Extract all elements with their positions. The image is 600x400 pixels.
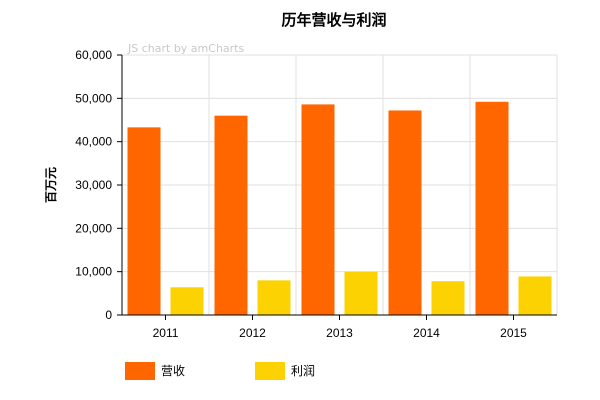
bar-营收-2014 xyxy=(388,110,422,315)
bars xyxy=(127,101,552,316)
x-tick-label: 2012 xyxy=(239,326,266,340)
y-axis-ticks: 0 10,000 20,000 30,000 40,000 50,000 60,000 xyxy=(75,48,122,322)
chart-watermark: JS chart by amCharts xyxy=(127,42,244,55)
legend: 营收 利润 xyxy=(125,362,315,380)
y-tick-label: 20,000 xyxy=(75,221,112,235)
bar-利润-2013 xyxy=(344,271,378,315)
legend-swatch xyxy=(125,362,155,380)
bar-利润-2011 xyxy=(170,287,204,315)
bar-营收-2015 xyxy=(475,101,509,315)
y-tick-label: 10,000 xyxy=(75,265,112,279)
legend-label: 利润 xyxy=(291,364,315,378)
bar-利润-2012 xyxy=(257,280,291,315)
y-tick-label: 0 xyxy=(105,308,112,322)
grid-lines xyxy=(122,54,558,315)
legend-swatch xyxy=(255,362,285,380)
bar-营收-2011 xyxy=(127,127,161,315)
legend-label: 营收 xyxy=(161,364,185,378)
x-tick-label: 2011 xyxy=(153,326,179,340)
chart-title: 历年营收与利润 xyxy=(281,11,386,29)
bar-利润-2014 xyxy=(431,281,465,315)
y-axis-label: 百万元 xyxy=(44,167,58,203)
bar-营收-2012 xyxy=(214,115,248,316)
x-tick-label: 2014 xyxy=(413,326,440,340)
y-tick-label: 30,000 xyxy=(75,178,112,192)
bar-利润-2015 xyxy=(518,276,552,315)
x-tick-label: 2013 xyxy=(326,326,353,340)
y-tick-label: 50,000 xyxy=(75,91,112,105)
x-tick-label: 2015 xyxy=(500,326,527,340)
y-tick-label: 40,000 xyxy=(75,135,112,149)
y-tick-label: 60,000 xyxy=(75,48,112,62)
x-axis-ticks: 2011 2012 2013 2014 2015 xyxy=(153,315,527,340)
bar-营收-2013 xyxy=(301,104,335,316)
